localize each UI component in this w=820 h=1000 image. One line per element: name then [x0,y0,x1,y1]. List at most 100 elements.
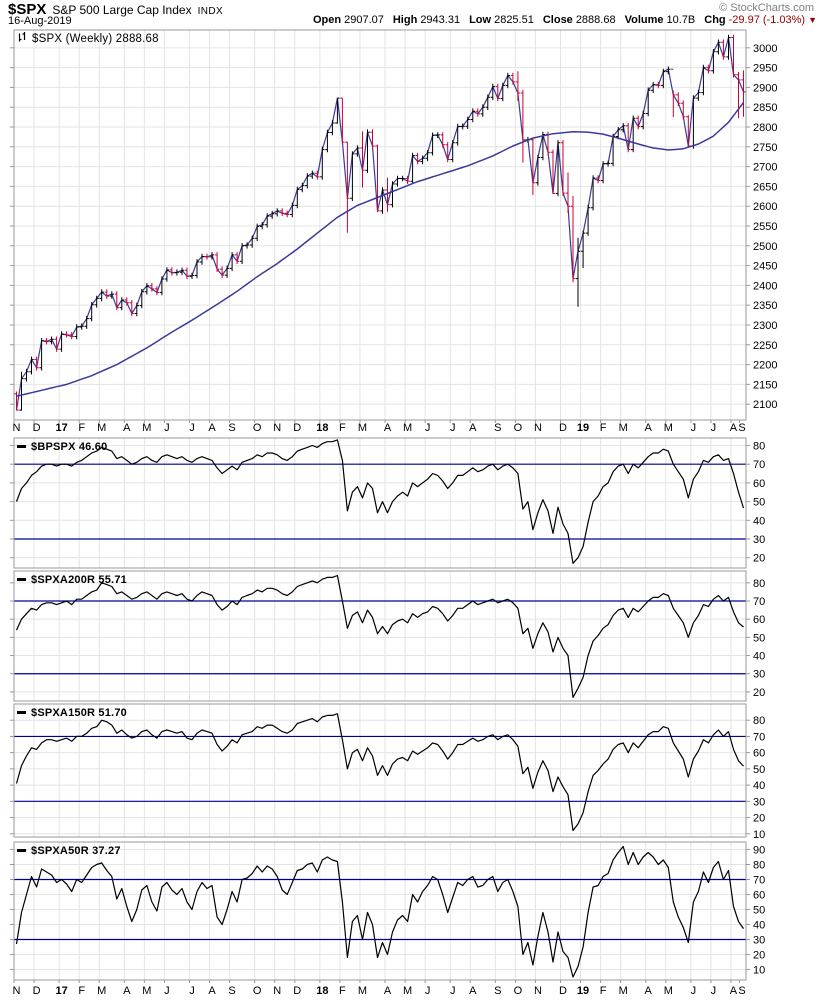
svg-text:F: F [78,422,85,434]
svg-text:O: O [253,422,262,434]
open-quote: Open 2907.07 [313,14,384,26]
chg-label: Chg [704,14,726,26]
svg-text:A: A [384,985,392,997]
svg-text:A: A [123,985,131,997]
svg-text:10: 10 [753,829,765,841]
svg-text:18: 18 [316,985,328,997]
svg-text:2500: 2500 [753,241,777,253]
svg-text:2250: 2250 [753,340,777,352]
close-label: Close [542,14,573,26]
svg-text:A: A [730,422,738,434]
spxa200r-panel: 20 30 40 50 60 70 80 [10,570,765,702]
svg-text:2800: 2800 [753,122,777,134]
svg-text:M: M [403,985,412,997]
svg-text:N: N [534,422,542,434]
svg-text:D: D [293,422,301,434]
svg-text:M: M [403,422,412,434]
high-value: 2943.31 [420,14,461,26]
svg-text:80: 80 [753,578,765,590]
svg-text:D: D [559,422,567,434]
high-label: High [392,14,418,26]
low-label: Low [469,14,492,26]
svg-text:D: D [559,985,567,997]
spxa50r-legend: $SPXA50R 37.27 [17,844,121,857]
svg-text:F: F [339,985,346,997]
svg-text:30: 30 [753,669,765,681]
svg-text:18: 18 [316,422,328,434]
svg-text:2850: 2850 [753,102,777,114]
svg-text:50: 50 [753,497,765,509]
svg-text:80: 80 [753,715,765,727]
low-value: 2825.51 [494,14,534,26]
svg-text:2200: 2200 [753,360,777,372]
svg-text:M: M [619,422,628,434]
svg-text:M: M [97,985,106,997]
chg-quote: Chg -29.97 (-1.03%) [704,14,805,26]
svg-text:90: 90 [753,845,765,857]
svg-text:A: A [384,422,392,434]
svg-text:40: 40 [753,920,765,932]
main-chart-legend: $SPX (Weekly) 2888.68 [17,32,159,45]
svg-text:2950: 2950 [753,63,777,75]
high-quote: High 2943.31 [393,14,460,26]
svg-text:2750: 2750 [753,142,777,154]
svg-text:N: N [13,422,21,434]
svg-text:M: M [97,422,106,434]
ohlc-bars-icon [17,31,28,46]
chg-value: -29.97 (-1.03%) [728,14,806,26]
low-quote: Low 2825.51 [469,14,534,26]
svg-text:N: N [13,985,21,997]
svg-text:3000: 3000 [753,43,777,55]
svg-text:30: 30 [753,796,765,808]
svg-text:O: O [514,422,523,434]
svg-text:A: A [469,422,477,434]
copyright: © StockCharts.com [719,2,814,14]
close-quote: Close 2888.68 [543,14,616,26]
svg-text:20: 20 [753,950,765,962]
svg-text:19: 19 [577,985,589,997]
svg-text:10: 10 [753,965,765,977]
svg-text:2350: 2350 [753,300,777,312]
spxa150r-legend: $SPXA150R 51.70 [17,706,127,719]
exchange-label: INDX [197,6,224,17]
svg-text:40: 40 [753,651,765,663]
svg-text:60: 60 [753,478,765,490]
svg-text:17: 17 [56,985,68,997]
svg-text:O: O [253,985,262,997]
svg-text:J: J [189,422,195,434]
svg-text:M: M [664,422,673,434]
svg-text:J: J [164,422,170,434]
header-title-row: $SPX S&P 500 Large Cap Index INDX [8,1,223,19]
svg-text:A: A [645,422,653,434]
svg-text:2400: 2400 [753,280,777,292]
line-swatch-icon [17,578,26,581]
bpspx-legend-label: $BPSPX 46.60 [31,440,108,453]
bpspx-legend: $BPSPX 46.60 [17,440,107,453]
svg-text:J: J [450,985,456,997]
svg-text:F: F [339,422,346,434]
svg-text:N: N [273,422,281,434]
chg-dropdown-arrow[interactable]: ▼ [808,15,817,25]
spxa200r-legend-label: $SPXA200R 55.71 [31,573,127,586]
main-price-panel: 2100 2150 2200 2250 2300 2350 2400 2450 2500 2550… [10,29,777,421]
svg-text:40: 40 [753,515,765,527]
svg-text:J: J [425,422,431,434]
svg-text:S: S [494,985,501,997]
svg-text:50: 50 [753,632,765,644]
svg-text:A: A [208,985,216,997]
svg-text:A: A [645,985,653,997]
svg-text:S: S [228,422,235,434]
svg-text:D: D [33,422,41,434]
svg-text:17: 17 [56,422,68,434]
month-axis-top: N D 17 F M A M J J A S O N D 18 F M A M J J A S O N D 19 F M A M J J A S [13,420,746,434]
svg-text:30: 30 [753,935,765,947]
symbol: $SPX [8,1,47,18]
svg-text:19: 19 [577,422,589,434]
svg-text:20: 20 [753,813,765,825]
svg-text:2100: 2100 [753,399,777,411]
svg-text:M: M [619,985,628,997]
svg-text:D: D [293,985,301,997]
